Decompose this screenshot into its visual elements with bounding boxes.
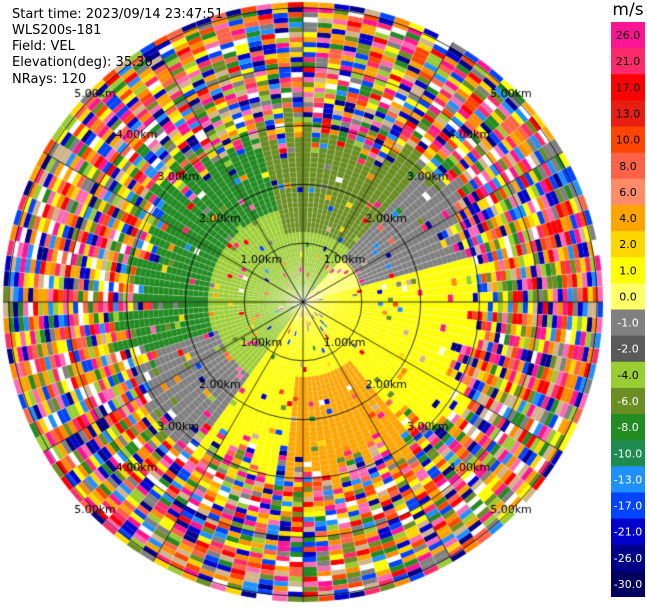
colorbar-segment	[611, 518, 645, 546]
field-label: Field: VEL	[12, 39, 75, 54]
colorbar-tick-label: -6.0	[617, 395, 638, 408]
elevation-label: Elevation(deg): 35.30	[12, 55, 153, 70]
colorbar-unit: m/s	[612, 0, 644, 20]
colorbar-segment	[611, 22, 645, 49]
colorbar-tick-label: 10.0	[616, 134, 641, 147]
start-time-label: Start time: 2023/09/14 23:47:51	[12, 7, 224, 22]
colorbar-tick-label: 2.0	[619, 238, 637, 251]
colorbar-segment	[611, 126, 645, 154]
colorbar-segment	[611, 283, 645, 310]
colorbar-tick-label: -2.0	[617, 343, 638, 356]
colorbar-tick-label: -30.0	[614, 578, 642, 591]
colorbar-segment	[611, 48, 645, 75]
colorbar-tick-label: 13.0	[616, 107, 641, 120]
colorbar-segment	[611, 152, 645, 180]
colorbar-segment	[611, 544, 645, 572]
colorbar-tick-label: -4.0	[617, 369, 638, 382]
colorbar-tick-label: 1.0	[619, 264, 637, 277]
colorbar-segment	[611, 387, 645, 415]
colorbar-segment	[611, 257, 645, 284]
colorbar-segment	[611, 492, 645, 520]
ppi-velocity-plot	[0, 0, 605, 607]
instrument-label: WLS200s-181	[12, 23, 102, 38]
colorbar-segment	[611, 100, 645, 128]
colorbar-segment	[611, 570, 645, 597]
colorbar: 26.0 21.0 17.0 13.0 10.0 8.0 6.0 4.0 2.0 1.0 0.0 -1…	[611, 22, 645, 597]
colorbar-segment	[611, 231, 645, 258]
colorbar-tick-label: 0.0	[619, 290, 637, 303]
colorbar-segment	[611, 204, 645, 232]
colorbar-tick-label: 8.0	[619, 160, 637, 173]
colorbar-tick-label: 21.0	[616, 55, 641, 68]
colorbar-segment	[611, 361, 645, 389]
colorbar-tick-label: -10.0	[614, 447, 642, 460]
colorbar-segment	[611, 74, 645, 101]
colorbar-tick-label: 17.0	[616, 81, 641, 94]
colorbar-tick-label: -8.0	[617, 421, 638, 434]
colorbar-tick-label: -17.0	[614, 500, 642, 513]
colorbar-segment	[611, 309, 645, 337]
colorbar-tick-label: 6.0	[619, 186, 637, 199]
colorbar-tick-label: -1.0	[617, 317, 638, 330]
colorbar-segment	[611, 414, 645, 441]
colorbar-segment	[611, 335, 645, 363]
colorbar-segment	[611, 440, 645, 467]
colorbar-tick-label: -26.0	[614, 552, 642, 565]
colorbar-tick-label: 26.0	[616, 29, 641, 42]
colorbar-segment	[611, 178, 645, 206]
colorbar-tick-label: -13.0	[614, 473, 642, 486]
colorbar-segment	[611, 466, 645, 493]
colorbar-tick-label: 4.0	[619, 212, 637, 225]
colorbar-tick-label: -21.0	[614, 526, 642, 539]
nrays-label: NRays: 120	[12, 72, 87, 87]
